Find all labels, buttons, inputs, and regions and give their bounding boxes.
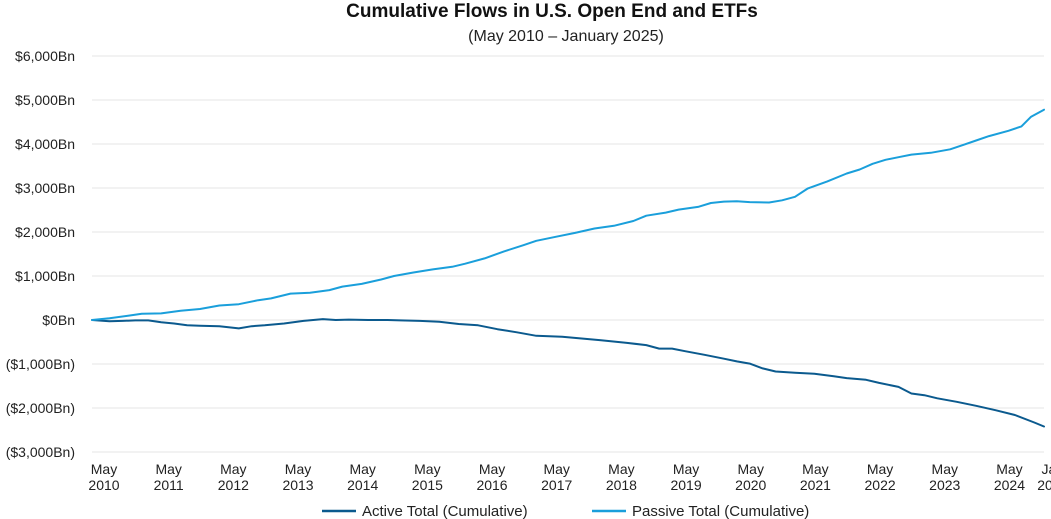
- x-axis: May2010May2011May2012May2013May2014May20…: [88, 461, 1051, 493]
- y-tick-label-2: $4,000Bn: [15, 136, 75, 152]
- x-tick-month: May: [414, 461, 440, 477]
- y-tick-label-0: $6,000Bn: [15, 48, 75, 64]
- y-tick-label-3: $3,000Bn: [15, 180, 75, 196]
- legend-item-passive: Passive Total (Cumulative): [592, 503, 809, 519]
- y-tick-label-9: ($3,000Bn): [6, 444, 75, 460]
- x-tick-month: May: [155, 461, 181, 477]
- x-tick-year: 2024: [994, 477, 1025, 493]
- x-tick-month: May: [349, 461, 375, 477]
- chart-title: Cumulative Flows in U.S. Open End and ET…: [346, 1, 758, 22]
- x-tick-year: 2020: [735, 477, 766, 493]
- x-tick-month: May: [543, 461, 569, 477]
- x-tick-month: May: [285, 461, 311, 477]
- x-tick-month: May: [479, 461, 505, 477]
- x-tick-month: May: [996, 461, 1022, 477]
- y-axis: $6,000Bn $5,000Bn $4,000Bn $3,000Bn $2,000Bn…: [6, 48, 75, 460]
- y-tick-label-1: $5,000Bn: [15, 92, 75, 108]
- x-tick-year: 2022: [865, 477, 896, 493]
- x-tick-year: 2019: [670, 477, 701, 493]
- x-tick-month: Jan: [1041, 461, 1051, 477]
- y-tick-label-8: ($2,000Bn): [6, 400, 75, 416]
- series-line-active: [91, 318, 1045, 428]
- x-tick-year: 2014: [347, 477, 378, 493]
- legend-label: Active Total (Cumulative): [362, 503, 528, 519]
- y-tick-label-7: ($1,000Bn): [6, 356, 75, 372]
- legend: Active Total (Cumulative) Passive Total (…: [322, 503, 809, 519]
- x-tick-year: 2012: [218, 477, 249, 493]
- chart-subtitle: (May 2010 – January 2025): [468, 28, 664, 45]
- x-tick-15: Jan2025: [1037, 461, 1051, 493]
- x-tick-year: 2013: [282, 477, 313, 493]
- y-tick-label-5: $1,000Bn: [15, 268, 75, 284]
- x-tick-year: 2018: [606, 477, 637, 493]
- y-tick-label-4: $2,000Bn: [15, 224, 75, 240]
- x-tick-year: 2011: [154, 477, 184, 493]
- x-tick-year: 2025: [1037, 477, 1051, 493]
- x-tick-year: 2015: [412, 477, 443, 493]
- x-tick-year: 2021: [800, 477, 831, 493]
- x-tick-month: May: [608, 461, 634, 477]
- x-tick-month: May: [867, 461, 893, 477]
- x-tick-month: May: [738, 461, 764, 477]
- x-tick-year: 2017: [541, 477, 572, 493]
- x-tick-month: May: [673, 461, 699, 477]
- x-tick-year: 2010: [88, 477, 119, 493]
- x-tick-month: May: [802, 461, 828, 477]
- series-line-passive: [91, 108, 1045, 321]
- gridlines: [92, 55, 1044, 453]
- x-tick-year: 2016: [476, 477, 507, 493]
- series-lines: [91, 108, 1045, 428]
- x-tick-year: 2023: [929, 477, 960, 493]
- x-tick-month: May: [932, 461, 958, 477]
- x-tick-month: May: [220, 461, 246, 477]
- legend-label: Passive Total (Cumulative): [632, 503, 809, 519]
- x-tick-month: May: [91, 461, 117, 477]
- y-tick-label-6: $0Bn: [42, 312, 75, 328]
- legend-item-active: Active Total (Cumulative): [322, 503, 528, 519]
